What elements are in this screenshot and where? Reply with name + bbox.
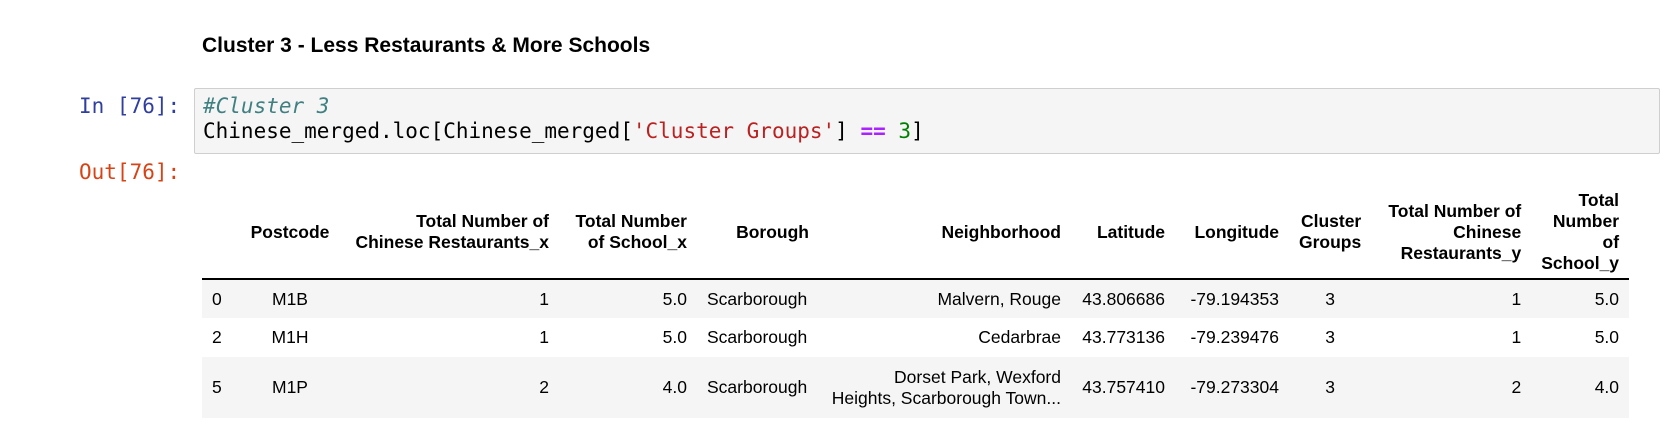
cell-latitude: 43.757410	[1082, 377, 1165, 397]
cell-restaurants-x: 1	[539, 288, 549, 309]
column-header-cluster-groups: Cluster Groups	[1289, 186, 1372, 280]
table-row: 0 M1B 1 5.0 Scarborough Malvern, Rouge 4…	[202, 279, 1630, 318]
cell-latitude: 43.773136	[1082, 327, 1165, 347]
cell-restaurants-y: 1	[1511, 288, 1522, 309]
code-comment: #Cluster 3	[203, 94, 330, 118]
column-header-neighborhood: Neighborhood	[819, 186, 1071, 280]
cell-latitude: 43.806686	[1082, 288, 1165, 309]
markdown-heading: Cluster 3 - Less Restaurants & More Scho…	[202, 34, 651, 57]
code-token: Chinese_merged.loc[Chinese_merged[	[203, 119, 633, 143]
cell-longitude: -79.239476	[1190, 327, 1279, 347]
cell-school-y: 5.0	[1594, 327, 1620, 347]
cell-school-x: 4.0	[662, 377, 687, 397]
column-header-index	[202, 186, 236, 280]
cell-school-y: 5.0	[1594, 288, 1620, 309]
row-index: 2	[212, 327, 222, 347]
output-prompt: Out[76]:	[79, 160, 181, 184]
column-header-latitude: Latitude	[1071, 186, 1175, 280]
cell-school-x: 5.0	[662, 288, 687, 309]
cell-cluster-groups: 3	[1325, 377, 1335, 397]
cell-school-y: 4.0	[1594, 377, 1620, 397]
cell-neighborhood: Malvern, Rouge	[937, 288, 1061, 309]
cell-cluster-groups: 3	[1325, 288, 1335, 309]
cell-restaurants-y: 1	[1511, 327, 1522, 347]
column-header-postcode: Postcode	[236, 186, 344, 280]
table-row: 2 M1H 1 5.0 Scarborough Cedarbrae 43.773…	[202, 318, 1629, 357]
cell-neighborhood: Dorset Park, Wexford Heights, Scarboroug…	[831, 366, 1061, 408]
cell-neighborhood: Cedarbrae	[978, 327, 1061, 347]
cell-school-x: 5.0	[662, 327, 687, 347]
cell-restaurants-x: 1	[539, 327, 549, 347]
cell-postcode: M1B	[272, 288, 308, 309]
column-header-school-y: Total Number of School_y	[1531, 186, 1630, 280]
cell-restaurants-x: 2	[539, 377, 549, 397]
row-index: 5	[212, 377, 222, 397]
cell-postcode: M1P	[272, 377, 308, 397]
cell-borough: Scarborough	[707, 377, 808, 397]
code-number: 3	[898, 119, 912, 143]
cell-postcode: M1H	[271, 327, 309, 347]
table-header-row: Postcode Total Number of Chinese Restaur…	[202, 186, 1630, 280]
code-line-2: Chinese_merged.loc[Chinese_merged['Clust…	[203, 119, 924, 143]
column-header-restaurants-x: Total Number of Chinese Restaurants_x	[344, 186, 559, 280]
input-prompt: In [76]:	[79, 94, 181, 118]
code-token: ]	[911, 119, 924, 143]
code-token: ]	[835, 119, 861, 143]
column-header-longitude: Longitude	[1175, 186, 1289, 280]
table-row: 5 M1P 2 4.0 Scarborough Dorset Park, Wex…	[202, 357, 1630, 418]
code-token	[886, 119, 899, 143]
cell-borough: Scarborough	[707, 327, 808, 347]
cell-cluster-groups: 3	[1325, 327, 1335, 347]
code-cell[interactable]: #Cluster 3 Chinese_merged.loc[Chinese_me…	[194, 88, 1660, 154]
cell-restaurants-y: 2	[1511, 377, 1522, 397]
column-header-restaurants-y: Total Number of Chinese Restaurants_y	[1371, 186, 1532, 280]
column-header-borough: Borough	[697, 186, 819, 280]
code-string: 'Cluster Groups'	[632, 119, 836, 143]
row-index: 0	[212, 288, 222, 309]
cell-longitude: -79.273304	[1190, 377, 1279, 397]
column-header-school-x: Total Number of School_x	[559, 186, 697, 280]
code-operator: ==	[860, 119, 886, 143]
dataframe-table: Postcode Total Number of Chinese Restaur…	[202, 186, 1630, 418]
cell-borough: Scarborough	[707, 288, 808, 309]
cell-longitude: -79.194353	[1190, 288, 1279, 309]
